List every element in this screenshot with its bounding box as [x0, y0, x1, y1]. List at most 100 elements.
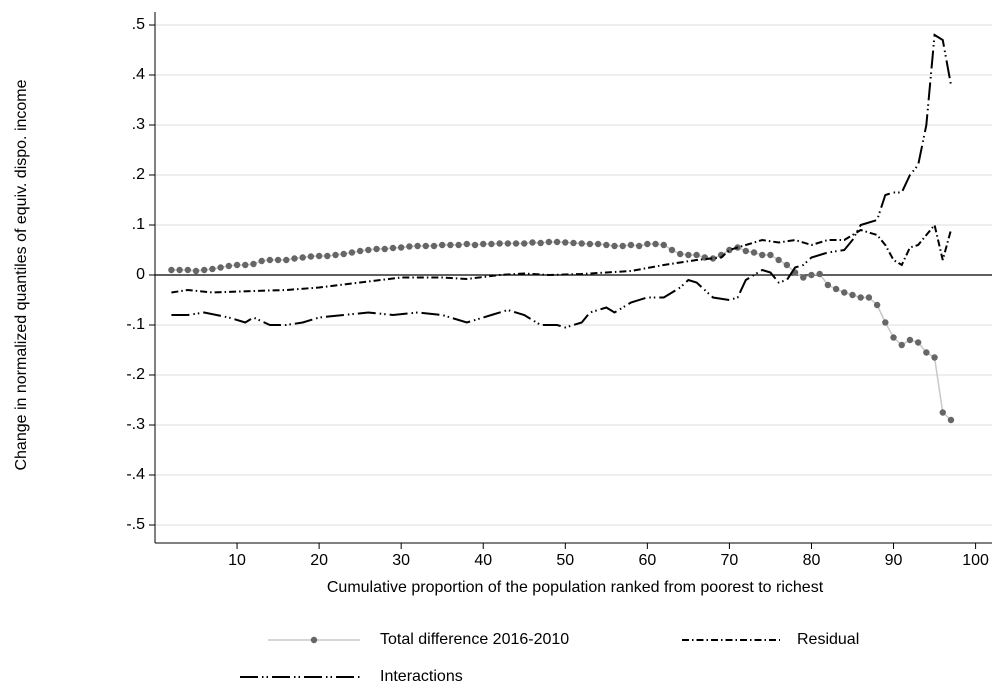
- data-point: [865, 294, 873, 301]
- data-point: [184, 266, 192, 274]
- data-point: [192, 267, 200, 275]
- data-point: [471, 241, 479, 249]
- y-tick-label: -.1: [126, 316, 145, 333]
- x-tick-label: 100: [962, 552, 989, 569]
- data-point: [242, 261, 249, 269]
- data-point: [832, 285, 840, 293]
- data-point: [529, 239, 536, 246]
- data-point: [841, 289, 848, 296]
- data-point: [644, 240, 651, 248]
- data-point: [168, 266, 175, 274]
- data-point: [324, 252, 331, 260]
- data-point: [931, 354, 938, 361]
- data-point: [332, 251, 339, 259]
- data-point: [381, 245, 388, 253]
- data-point: [488, 240, 495, 248]
- data-point: [299, 254, 306, 261]
- data-point: [676, 250, 684, 258]
- data-point: [685, 251, 692, 259]
- data-point: [578, 240, 585, 247]
- data-point: [816, 270, 823, 278]
- data-point: [857, 294, 864, 301]
- data-point: [315, 252, 323, 260]
- data-point: [365, 246, 372, 254]
- data-point: [537, 239, 544, 247]
- data-point: [898, 341, 905, 349]
- data-point: [668, 246, 676, 254]
- data-point: [356, 247, 364, 255]
- data-point: [414, 242, 421, 250]
- data-point: [947, 416, 955, 424]
- data-point: [627, 241, 635, 249]
- legend-label: Interactions: [380, 668, 463, 685]
- series-line: [171, 33, 952, 329]
- data-point: [890, 334, 897, 341]
- data-point: [594, 240, 602, 248]
- y-tick-label: -.2: [126, 366, 145, 383]
- data-point: [800, 274, 807, 281]
- data-point: [873, 301, 881, 309]
- y-tick-label: .5: [132, 16, 145, 33]
- x-tick-label: 90: [885, 552, 903, 569]
- data-point: [225, 262, 233, 270]
- data-point: [250, 260, 257, 268]
- data-point: [176, 266, 183, 274]
- data-point: [709, 255, 717, 262]
- data-point: [808, 271, 815, 279]
- y-axis-title: Change in normalized quantiles of equiv.…: [13, 79, 30, 470]
- data-point: [283, 256, 290, 264]
- y-tick-label: .3: [132, 116, 145, 133]
- data-point: [660, 241, 667, 249]
- y-tick-label: -.4: [126, 466, 145, 483]
- data-point: [882, 319, 889, 326]
- data-point: [406, 243, 413, 250]
- data-point: [906, 336, 914, 344]
- y-tick-label: -.3: [126, 416, 145, 433]
- data-point: [274, 256, 282, 264]
- data-point: [742, 247, 750, 255]
- data-point: [586, 240, 594, 248]
- data-point: [783, 261, 791, 269]
- data-point: [939, 409, 946, 416]
- x-tick-label: 70: [721, 552, 739, 569]
- data-point: [759, 251, 766, 259]
- data-point: [397, 244, 405, 251]
- data-point: [291, 255, 298, 262]
- data-point: [750, 249, 758, 256]
- data-point: [340, 250, 347, 258]
- data-point: [767, 251, 774, 259]
- data-point: [693, 251, 700, 259]
- data-point: [545, 238, 553, 246]
- data-point: [389, 244, 397, 252]
- y-tick-label: 0: [136, 266, 145, 283]
- data-point: [455, 241, 462, 249]
- data-point: [923, 349, 930, 356]
- x-axis-title: Cumulative proportion of the population …: [327, 579, 824, 596]
- y-tick-label: .4: [132, 66, 145, 83]
- data-point: [463, 240, 471, 248]
- data-point: [603, 241, 610, 249]
- data-point: [504, 240, 512, 247]
- data-point: [217, 264, 224, 271]
- data-point: [430, 242, 438, 250]
- data-point: [447, 241, 454, 249]
- x-tick-label: 20: [310, 552, 328, 569]
- data-point: [849, 291, 856, 299]
- data-point: [373, 245, 380, 253]
- series-line: [171, 222, 952, 294]
- x-tick-label: 60: [638, 552, 656, 569]
- y-tick-label: .1: [132, 216, 145, 233]
- data-point: [521, 240, 528, 247]
- legend-label: Total difference 2016-2010: [380, 631, 569, 648]
- data-point: [307, 253, 315, 260]
- data-point: [824, 281, 832, 289]
- legend-marker: [310, 636, 318, 644]
- y-tick-label: -.5: [126, 516, 145, 533]
- data-point: [496, 240, 503, 247]
- data-point: [258, 257, 265, 265]
- x-tick-label: 30: [392, 552, 410, 569]
- data-point: [480, 240, 487, 248]
- legend-label: Residual: [797, 631, 859, 648]
- data-point: [914, 339, 922, 346]
